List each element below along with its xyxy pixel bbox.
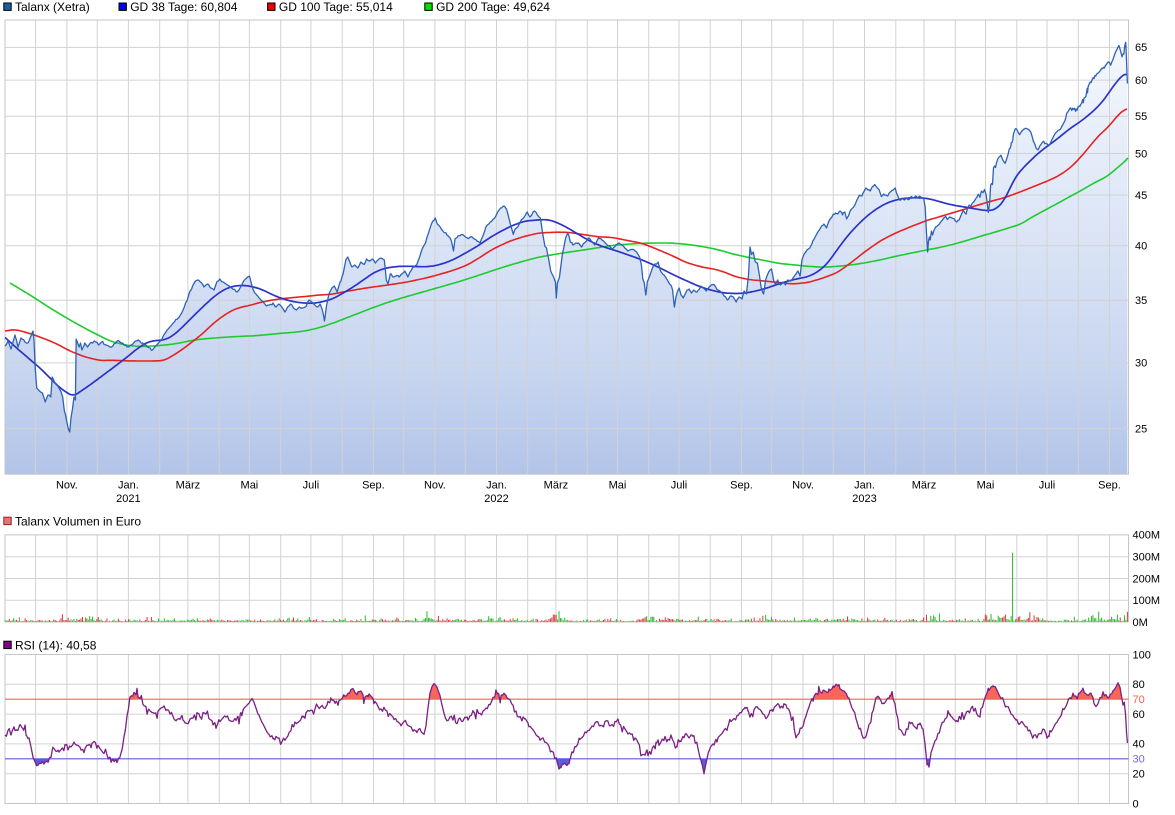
svg-text:0M: 0M <box>1133 617 1148 629</box>
svg-text:Jan.: Jan. <box>486 480 507 492</box>
svg-text:65: 65 <box>1135 42 1147 54</box>
svg-text:Talanx (Xetra): Talanx (Xetra) <box>15 0 90 14</box>
svg-text:60: 60 <box>1133 709 1145 721</box>
svg-text:0: 0 <box>1133 798 1139 810</box>
svg-text:Juli: Juli <box>671 480 688 492</box>
svg-text:Sep.: Sep. <box>1098 480 1121 492</box>
svg-text:20: 20 <box>1133 769 1145 781</box>
svg-text:25: 25 <box>1135 423 1147 435</box>
svg-text:35: 35 <box>1135 295 1147 307</box>
svg-text:40: 40 <box>1133 739 1145 751</box>
svg-text:30: 30 <box>1133 754 1145 766</box>
svg-text:März: März <box>912 480 936 492</box>
svg-text:200M: 200M <box>1133 573 1161 585</box>
svg-text:Jan.: Jan. <box>854 480 875 492</box>
svg-text:300M: 300M <box>1133 552 1161 564</box>
svg-text:45: 45 <box>1135 190 1147 202</box>
svg-text:Juli: Juli <box>1039 480 1056 492</box>
svg-text:Sep.: Sep. <box>730 480 753 492</box>
svg-text:GD 200 Tage: 49,624: GD 200 Tage: 49,624 <box>436 0 550 14</box>
svg-text:2023: 2023 <box>852 493 876 505</box>
svg-text:Mai: Mai <box>977 480 995 492</box>
svg-text:Talanx Volumen in Euro: Talanx Volumen in Euro <box>15 515 141 529</box>
svg-text:40: 40 <box>1135 241 1147 253</box>
svg-text:Mai: Mai <box>241 480 259 492</box>
svg-text:Mai: Mai <box>609 480 627 492</box>
svg-text:Nov.: Nov. <box>424 480 446 492</box>
svg-text:400M: 400M <box>1133 530 1161 542</box>
svg-text:100: 100 <box>1133 649 1151 661</box>
svg-text:GD 100 Tage: 55,014: GD 100 Tage: 55,014 <box>279 0 393 14</box>
svg-text:50: 50 <box>1135 148 1147 160</box>
svg-text:2021: 2021 <box>116 493 140 505</box>
svg-text:März: März <box>544 480 568 492</box>
svg-text:55: 55 <box>1135 111 1147 123</box>
svg-text:30: 30 <box>1135 358 1147 370</box>
svg-text:Jan.: Jan. <box>118 480 139 492</box>
svg-text:70: 70 <box>1133 694 1145 706</box>
svg-text:GD 38 Tage: 60,804: GD 38 Tage: 60,804 <box>130 0 238 14</box>
svg-text:Sep.: Sep. <box>362 480 385 492</box>
svg-text:RSI (14): 40,58: RSI (14): 40,58 <box>15 639 97 653</box>
svg-text:2022: 2022 <box>484 493 508 505</box>
svg-text:Nov.: Nov. <box>792 480 814 492</box>
svg-text:100M: 100M <box>1133 595 1161 607</box>
svg-text:März: März <box>176 480 200 492</box>
svg-text:60: 60 <box>1135 75 1147 87</box>
svg-text:Juli: Juli <box>303 480 320 492</box>
svg-text:80: 80 <box>1133 679 1145 691</box>
svg-text:Nov.: Nov. <box>56 480 78 492</box>
